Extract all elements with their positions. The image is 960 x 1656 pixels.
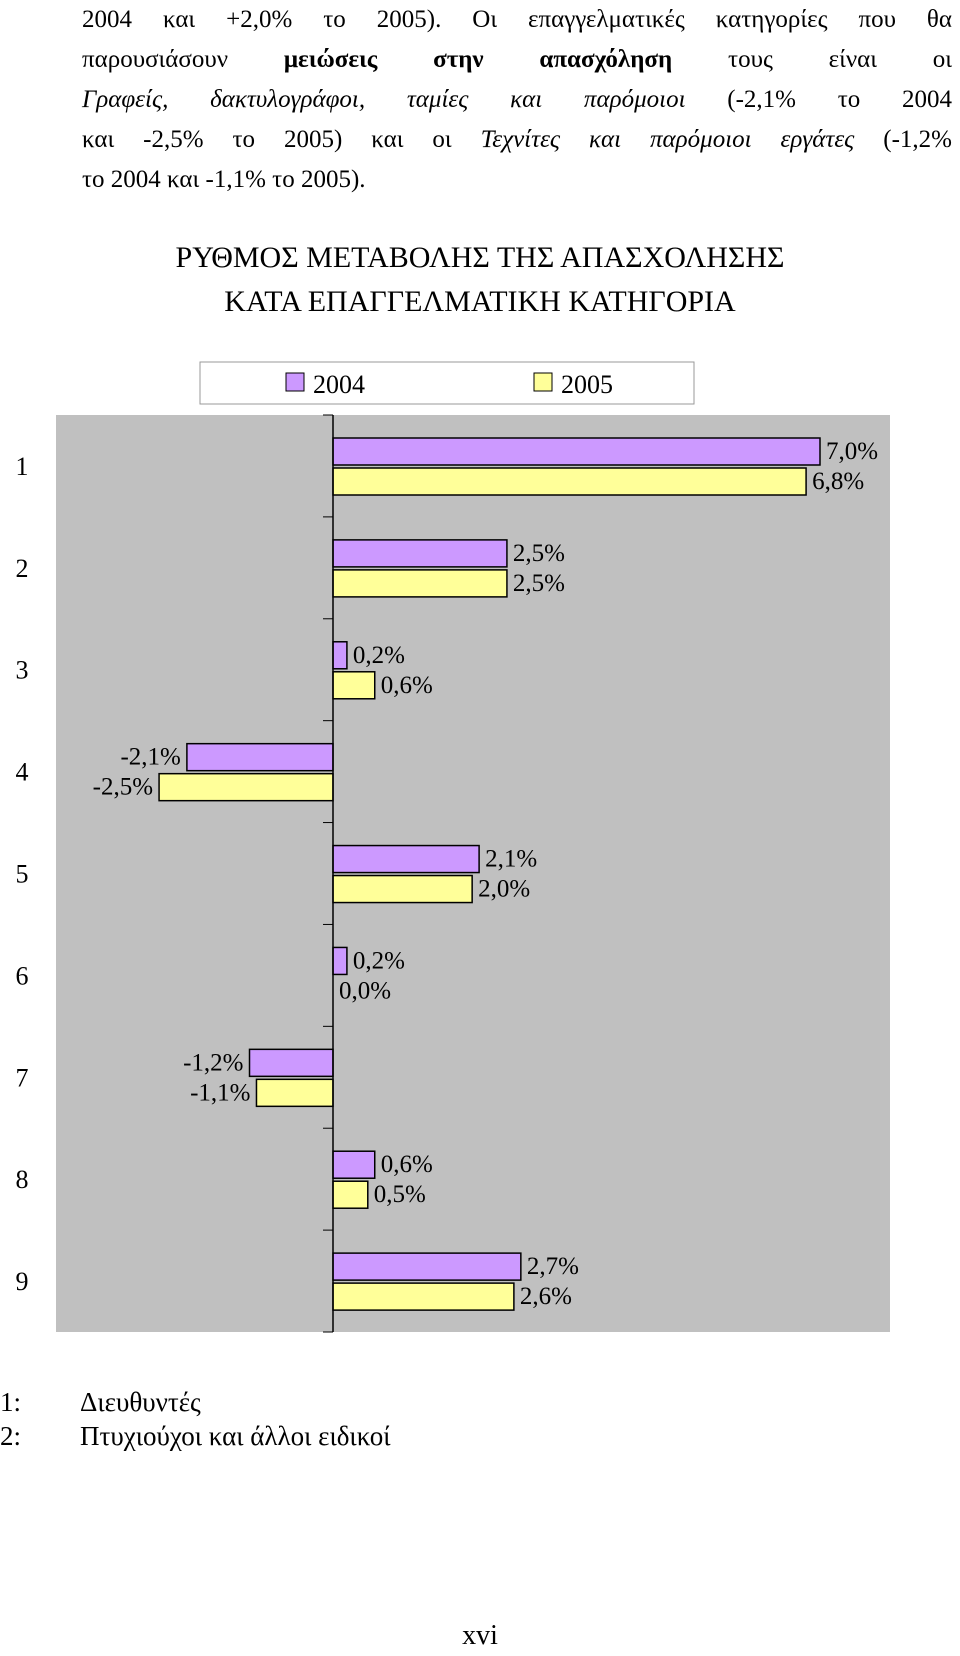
footnote-1: 1: Διευθυντές	[0, 1385, 201, 1419]
data-label: 2,5%	[513, 570, 565, 597]
legend-label: 2004	[313, 370, 365, 399]
legend-label: 2005	[561, 370, 613, 399]
paragraph-line-5: το 2004 και -1,1% το 2005).	[82, 166, 366, 193]
italic-phrase: Τεχνίτες και παρόμοιοι εργάτες	[480, 126, 855, 153]
data-label: -1,1%	[190, 1079, 250, 1106]
bar	[332, 946, 348, 976]
bar	[158, 772, 334, 802]
data-label: 0,2%	[353, 947, 405, 974]
category-label: 6	[16, 961, 29, 990]
data-label: 0,6%	[381, 1151, 433, 1178]
paragraph-line-1: 2004 και +2,0% το 2005). Οι επαγγελματικ…	[82, 6, 952, 33]
bar-chart: 2004 2005 1 7,0% 6,8% 2 2,5% 2,5% 3 0,2% 0,6% 4 -2,1…	[16, 361, 890, 1333]
data-label: 0,0%	[339, 977, 391, 1004]
category-label: 3	[16, 656, 29, 685]
category-label: 4	[16, 758, 29, 787]
footnote-number: 1:	[0, 1387, 22, 1417]
category-label: 8	[16, 1165, 29, 1194]
legend-box	[199, 361, 695, 405]
plot-area	[56, 415, 890, 1332]
data-label: 7,0%	[826, 438, 878, 465]
legend-swatch	[285, 372, 305, 392]
data-label: 2,1%	[485, 846, 537, 873]
bar	[332, 1150, 376, 1179]
bar	[332, 874, 473, 904]
bar	[255, 1078, 334, 1108]
category-label: 5	[16, 860, 29, 889]
bar	[332, 539, 508, 568]
bar	[248, 1048, 334, 1078]
data-label: -2,5%	[93, 774, 153, 801]
bar	[332, 844, 480, 874]
data-label: 2,0%	[478, 876, 530, 903]
bold-phrase: μειώσεις στην απασχόληση	[283, 46, 673, 73]
paragraph-line-2: παρουσιάσουν μειώσεις στην απασχόληση το…	[82, 46, 953, 73]
bar	[332, 467, 807, 496]
category-label: 9	[16, 1267, 29, 1296]
data-label: 6,8%	[812, 468, 864, 495]
bar	[332, 1282, 515, 1311]
footnote-text: Πτυχιούχοι και άλλοι ειδικοί	[80, 1421, 391, 1451]
footnote-number: 2:	[0, 1421, 22, 1451]
data-label: -2,1%	[120, 744, 180, 771]
chart-title-line-2: ΚΑΤΑ ΕΠΑΓΓΕΛΜΑΤΙΚΗ ΚΑΤΗΓΟΡΙΑ	[224, 285, 736, 318]
bar	[332, 437, 821, 466]
data-label: 0,6%	[381, 672, 433, 699]
footnote-2: 2: Πτυχιούχοι και άλλοι ειδικοί	[0, 1419, 390, 1453]
chart-title-line-1: ΡΥΘΜΟΣ ΜΕΤΑΒΟΛΗΣ ΤΗΣ ΑΠΑΣΧΟΛΗΣΗΣ	[175, 241, 785, 274]
data-label: 2,7%	[527, 1253, 579, 1280]
bar	[332, 569, 508, 598]
bar	[332, 641, 348, 670]
paragraph-line-3: Γραφείς, δακτυλογράφοι, ταμίες και παρόμ…	[82, 86, 952, 113]
category-label: 1	[16, 452, 29, 481]
category-label: 7	[16, 1063, 29, 1092]
page-number: xvi	[462, 1620, 498, 1651]
data-label: 0,5%	[374, 1181, 426, 1208]
bar	[332, 671, 376, 700]
data-label: 2,5%	[513, 540, 565, 567]
bar	[332, 1252, 522, 1281]
bar	[332, 1180, 369, 1209]
data-label: -1,2%	[183, 1049, 243, 1076]
category-label: 2	[16, 554, 29, 583]
data-label: 2,6%	[520, 1283, 572, 1310]
footnote-text: Διευθυντές	[80, 1387, 201, 1417]
data-label: 0,2%	[353, 642, 405, 669]
legend-swatch	[533, 372, 553, 392]
paragraph-line-4: και -2,5% το 2005) και οι Τεχνίτες και π…	[82, 126, 953, 153]
bar	[186, 742, 334, 772]
italic-phrase: Γραφείς, δακτυλογράφοι, ταμίες και παρόμ…	[82, 86, 686, 113]
